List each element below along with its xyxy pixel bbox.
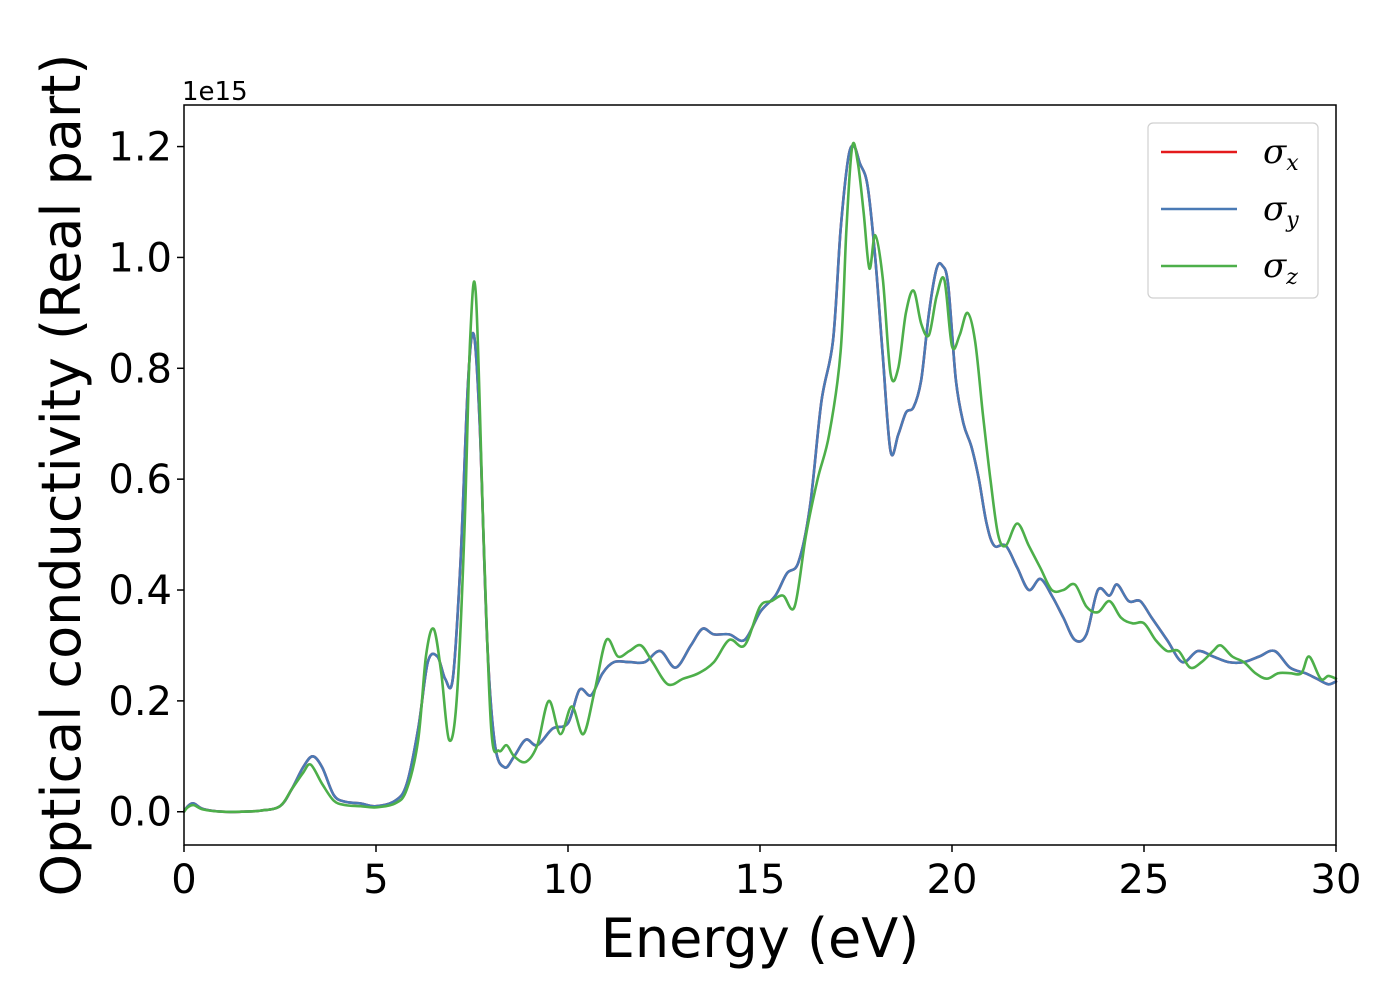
y-axis-ticks: 0.0 0.2 0.4 0.6 0.8 1.0 1.2	[108, 125, 184, 836]
y-tick-label: 0.4	[108, 568, 172, 614]
x-tick-label: 15	[735, 857, 786, 903]
x-tick-label: 10	[543, 857, 594, 903]
x-tick-label: 0	[171, 857, 196, 903]
y-tick-label: 0.0	[108, 790, 172, 836]
y-tick-label: 0.6	[108, 457, 172, 503]
series-layer	[182, 141, 1338, 814]
y-offset-label: 1e15	[182, 77, 248, 107]
x-tick-label: 5	[363, 857, 388, 903]
y-tick-label: 1.2	[108, 125, 172, 171]
x-tick-label: 25	[1119, 857, 1170, 903]
x-tick-label: 30	[1311, 857, 1362, 903]
x-tick-label: 20	[927, 857, 978, 903]
legend-frame	[1147, 122, 1319, 299]
y-tick-label: 0.8	[108, 346, 172, 392]
y-tick-label: 0.2	[108, 679, 172, 725]
y-axis-title: Optical conductivity (Real part)	[30, 54, 93, 897]
series-line-sigma-y	[182, 144, 1338, 814]
x-axis-ticks: 0 5 10 15 20 25 30	[171, 845, 1361, 903]
y-tick-label: 1.0	[108, 235, 172, 281]
series-line-sigma-z	[182, 141, 1338, 814]
x-axis-title: Energy (eV)	[601, 907, 920, 970]
